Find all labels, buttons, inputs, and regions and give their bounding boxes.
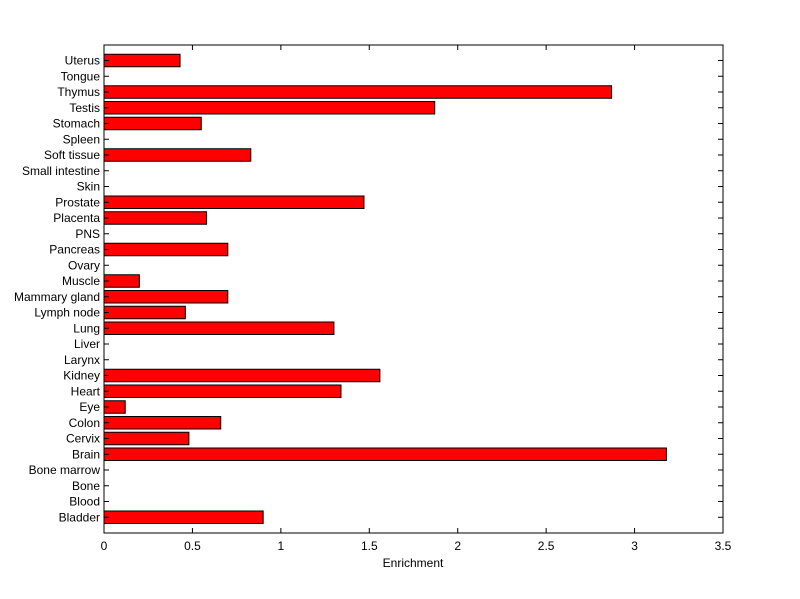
bar-lymph-node <box>103 305 186 320</box>
bar-mammary-gland <box>103 290 229 304</box>
y-tick-label: Tongue <box>61 69 101 83</box>
y-tick-label: Lung <box>73 321 100 335</box>
y-tick-label: Bone <box>72 479 100 493</box>
bar-brain <box>103 447 667 461</box>
bar-thymus <box>103 85 613 99</box>
bar-cervix <box>103 431 190 446</box>
x-tick-label: 0 <box>101 539 108 553</box>
x-tick-label: 0.5 <box>184 539 201 553</box>
x-tick-label: 2.5 <box>538 539 555 553</box>
y-tick-label: Uterus <box>65 54 100 68</box>
y-tick-label: Testis <box>69 101 100 115</box>
y-tick-label: Prostate <box>55 195 100 209</box>
x-tick-label: 1 <box>278 539 285 553</box>
y-tick-label: Cervix <box>66 432 100 446</box>
bar-testis <box>103 101 436 115</box>
y-tick-label: Kidney <box>63 369 100 383</box>
y-tick-label: PNS <box>75 227 100 241</box>
bar-muscle <box>103 274 140 288</box>
y-tick-label: Heart <box>71 384 101 398</box>
x-tick-label: 3 <box>631 539 638 553</box>
y-tick-label: Skin <box>77 180 100 194</box>
x-tick-label: 1.5 <box>361 539 378 553</box>
x-tick-label: 3.5 <box>715 539 732 553</box>
y-tick-label: Liver <box>74 337 100 351</box>
y-tick-label: Blood <box>69 495 100 509</box>
bar-bladder <box>103 510 264 524</box>
bar-heart <box>103 384 342 398</box>
y-tick-label: Bladder <box>59 510 100 524</box>
y-tick-label: Eye <box>79 400 100 414</box>
bar-lung <box>103 321 335 335</box>
x-ticks-group: 0 0.5 1 1.5 2 2.5 3 3.5 <box>101 45 732 553</box>
y-tick-label: Mammary gland <box>14 290 100 304</box>
y-tick-label: Muscle <box>62 274 100 288</box>
x-tick-label: 2 <box>454 539 461 553</box>
y-tick-label: Colon <box>69 416 100 430</box>
y-tick-label: Brain <box>72 447 100 461</box>
y-tick-label: Placenta <box>53 211 100 225</box>
bar-stomach <box>103 116 202 131</box>
bar-placenta <box>103 211 208 225</box>
bar-prostate <box>103 195 365 209</box>
bar-soft-tissue <box>103 148 252 162</box>
x-axis-title: Enrichment <box>383 556 444 570</box>
y-tick-label: Small intestine <box>22 164 100 178</box>
y-tick-label: Soft tissue <box>44 148 100 162</box>
bar-colon <box>103 416 222 430</box>
y-tick-label: Stomach <box>53 117 100 131</box>
y-tick-label: Pancreas <box>49 243 100 257</box>
bar-kidney <box>103 368 381 383</box>
bars-group <box>103 53 667 524</box>
y-tick-label: Spleen <box>63 132 100 146</box>
y-tick-label: Thymus <box>57 85 100 99</box>
y-tick-label: Bone marrow <box>29 463 101 477</box>
bar-uterus <box>103 53 181 68</box>
bar-pancreas <box>103 242 229 257</box>
y-tick-label: Lymph node <box>34 306 100 320</box>
y-tick-label: Ovary <box>68 258 100 272</box>
y-tick-label: Larynx <box>64 353 100 367</box>
